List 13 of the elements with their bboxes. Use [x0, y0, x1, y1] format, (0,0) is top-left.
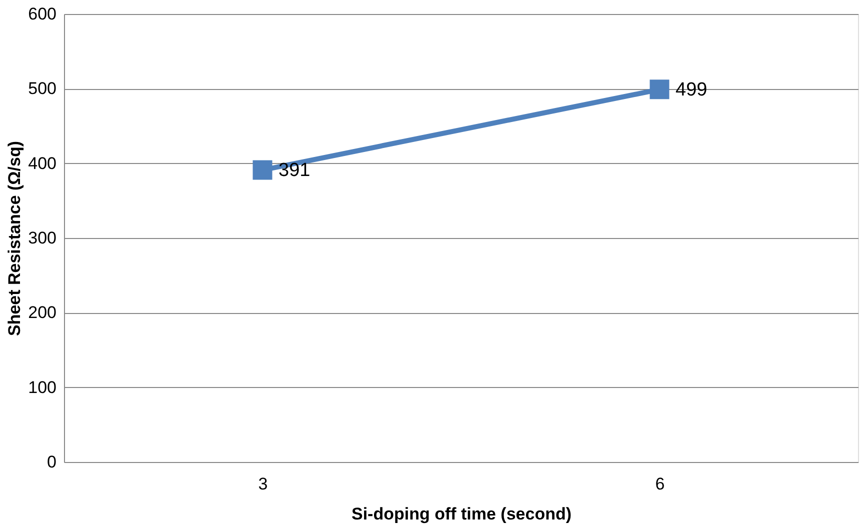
data-label: 391 — [278, 160, 310, 182]
y-axis-title: Sheet Resistance (Ω/sq) — [5, 140, 24, 336]
x-tick-label: 6 — [655, 474, 665, 494]
x-tick-label: 3 — [258, 474, 268, 494]
x-axis-title: Si-doping off time (second) — [351, 504, 572, 524]
y-tick-label: 400 — [28, 154, 56, 173]
y-tick-label: 100 — [28, 378, 56, 397]
y-tick-label: 0 — [47, 452, 56, 472]
y-tick-label: 600 — [28, 4, 56, 24]
data-label: 499 — [676, 79, 708, 100]
y-tick-label: 300 — [28, 228, 56, 248]
y-tick-label: 200 — [28, 303, 56, 322]
y-tick-label: 500 — [28, 79, 56, 98]
